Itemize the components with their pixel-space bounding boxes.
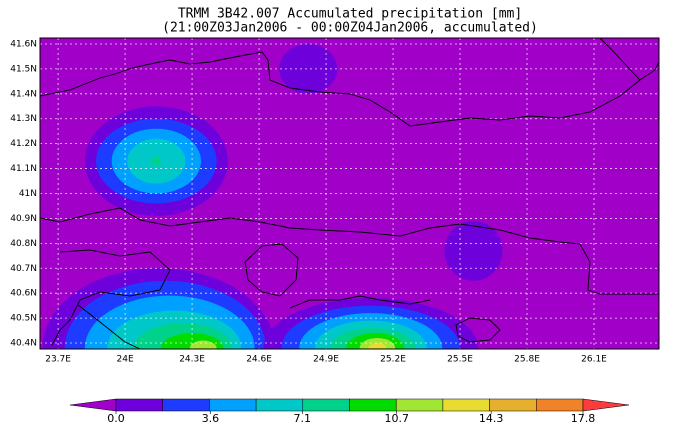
coastline bbox=[77, 304, 141, 349]
colorbar-label: 10.7 bbox=[384, 412, 409, 425]
y-tick-label: 40.8N bbox=[10, 239, 37, 249]
precipitation-field bbox=[42, 43, 503, 349]
colorbar-segment bbox=[255, 398, 304, 412]
precip-contour bbox=[279, 43, 338, 94]
y-tick-label: 41.1N bbox=[10, 164, 37, 174]
coastline bbox=[40, 207, 659, 295]
x-tick-label: 26.1E bbox=[581, 355, 607, 365]
colorbar-segment bbox=[442, 398, 490, 412]
coastline bbox=[244, 243, 299, 297]
precip-contour bbox=[444, 220, 503, 281]
x-tick-label: 25.8E bbox=[514, 355, 540, 365]
colorbar-segment bbox=[536, 398, 584, 412]
x-tick-label: 25.2E bbox=[380, 355, 406, 365]
y-tick-label: 41N bbox=[19, 189, 37, 199]
y-tick-label: 40.6N bbox=[10, 289, 37, 299]
y-tick-label: 40.5N bbox=[10, 314, 37, 324]
coastline bbox=[455, 317, 501, 343]
colorbar-label: 17.8 bbox=[571, 412, 596, 425]
coastline bbox=[51, 249, 171, 346]
colorbar-under bbox=[69, 398, 117, 412]
y-tick-label: 40.4N bbox=[10, 339, 37, 349]
x-tick-label: 24.9E bbox=[313, 355, 339, 365]
colorbar-segment bbox=[162, 398, 210, 412]
colorbar-label: 0.0 bbox=[107, 412, 125, 425]
coastline bbox=[289, 295, 431, 309]
y-tick-label: 41.4N bbox=[10, 89, 37, 99]
y-tick-label: 40.7N bbox=[10, 264, 37, 274]
grid bbox=[40, 38, 659, 349]
colorbar-label: 14.3 bbox=[479, 412, 504, 425]
x-tick-label: 23.7E bbox=[45, 355, 71, 365]
title: TRMM 3B42.007 Accumulated precipitation … bbox=[178, 7, 522, 22]
y-tick-label: 41.6N bbox=[10, 39, 37, 49]
y-tick-label: 41.5N bbox=[10, 64, 37, 74]
coastline bbox=[599, 38, 641, 81]
colorbar-label: 7.1 bbox=[294, 412, 312, 425]
precip-contour bbox=[189, 340, 217, 349]
colorbar: 0.0 3.6 7.1 10.7 14.3 17.8 bbox=[69, 398, 630, 425]
x-tick-label: 24.6E bbox=[246, 355, 272, 365]
colorbar-segment bbox=[349, 398, 397, 412]
colorbar-segment bbox=[395, 398, 444, 412]
x-tick-label: 24E bbox=[117, 355, 134, 365]
subtitle: (21:00Z03Jan2006 - 00:00Z04Jan2006, accu… bbox=[162, 21, 538, 36]
coastline bbox=[40, 51, 659, 127]
y-tick-label: 41.2N bbox=[10, 139, 37, 149]
colorbar-segment bbox=[115, 398, 163, 412]
y-tick-label: 41.3N bbox=[10, 114, 37, 124]
coastlines bbox=[40, 38, 659, 349]
x-tick-label: 25.5E bbox=[447, 355, 473, 365]
plot-frame bbox=[39, 37, 660, 350]
colorbar-segment bbox=[302, 398, 350, 412]
y-tick-label: 40.9N bbox=[10, 214, 37, 224]
colorbar-segment bbox=[209, 398, 257, 412]
precip-contour bbox=[151, 156, 161, 167]
colorbar-segment bbox=[489, 398, 537, 412]
x-tick-label: 24.3E bbox=[179, 355, 205, 365]
colorbar-over bbox=[582, 398, 630, 412]
precip-contour bbox=[368, 343, 387, 349]
colorbar-label: 3.6 bbox=[202, 412, 220, 425]
